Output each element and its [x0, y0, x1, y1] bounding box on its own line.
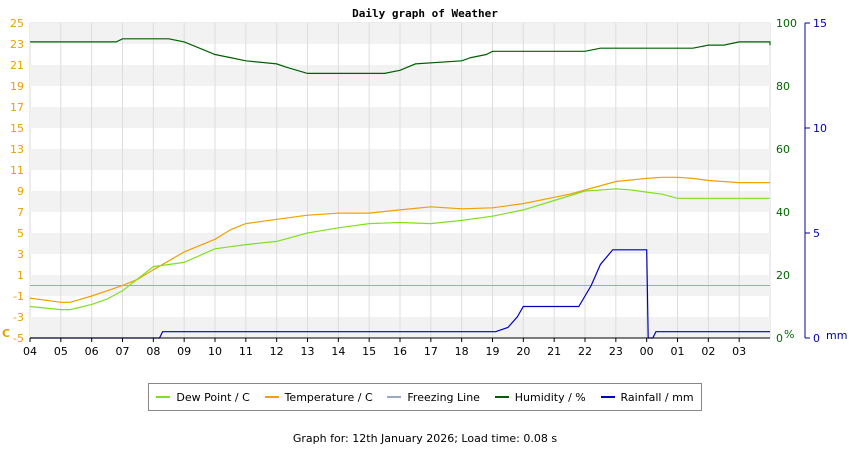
legend-label: Dew Point / C [176, 390, 250, 404]
x-tick-label: 19 [486, 345, 500, 358]
x-tick-label: 10 [208, 345, 222, 358]
y-tick-label-temp: 13 [10, 143, 24, 156]
legend-swatch [600, 396, 615, 398]
y-tick-label-temp: 11 [10, 164, 24, 177]
series-line-temperature-c [29, 176, 770, 303]
y-tick-label-humidity: 0 [776, 332, 783, 345]
y-tick-label-temp: -5 [13, 332, 24, 345]
chart-title: Daily graph of Weather [352, 7, 498, 20]
y-tick-label-rain: 5 [813, 227, 820, 240]
y-tick-label-humidity: 20 [776, 269, 790, 282]
x-tick-label: 01 [671, 345, 685, 358]
legend-item-temperature: Temperature / C [264, 390, 373, 404]
series-line-dew-point-c [29, 188, 770, 311]
legend-label: Humidity / % [514, 390, 586, 404]
series-line-humidity [30, 38, 771, 74]
x-tick-label: 03 [732, 345, 746, 358]
x-tick-label: 13 [301, 345, 315, 358]
y-tick-label-rain: 0 [813, 332, 820, 345]
legend-swatch [156, 396, 171, 398]
y-tick-label-temp: 19 [10, 80, 24, 93]
y-tick-label-humidity: 60 [776, 143, 790, 156]
y-tick-label-temp: 7 [17, 206, 24, 219]
legend-swatch [494, 396, 509, 398]
y-tick-label-temp: -3 [13, 311, 24, 324]
y-tick-label-temp: 5 [17, 227, 24, 240]
y-tick-label-temp: 23 [10, 38, 24, 51]
y-tick-label-humidity: 100 [776, 17, 797, 30]
legend-item-dew-point: Dew Point / C [156, 390, 250, 404]
x-tick-label: 04 [23, 345, 37, 358]
x-tick-label: 22 [578, 345, 592, 358]
y-tick-label-temp: 21 [10, 59, 24, 72]
legend-label: Rainfall / mm [620, 390, 694, 404]
y-tick-label-temp: 3 [17, 248, 24, 261]
x-tick-label: 08 [146, 345, 160, 358]
y-tick-label-temp: 1 [17, 269, 24, 282]
x-tick-label: 07 [116, 345, 130, 358]
axes: 04 05 06 07 08 09 10 11 12 13 14 15 16 17 18 19 20 21 22 23… [10, 17, 827, 358]
y-tick-label-rain: 10 [813, 122, 827, 135]
legend-item-freezing-line: Freezing Line [387, 391, 480, 404]
x-tick-label: 16 [393, 345, 407, 358]
legend-item-humidity: Humidity / % [494, 390, 586, 404]
x-tick-label: 05 [54, 345, 68, 358]
x-tick-label: 06 [85, 345, 99, 358]
x-tick-label: 20 [516, 345, 530, 358]
legend-swatch [264, 396, 279, 398]
y-tick-label-humidity: 40 [776, 206, 790, 219]
x-tick-label: 18 [455, 345, 469, 358]
x-tick-label: 09 [177, 345, 191, 358]
x-tick-label: 00 [640, 345, 654, 358]
y-tick-label-humidity: 80 [776, 80, 790, 93]
legend: Dew Point / C Temperature / C Freezing L… [148, 383, 702, 411]
x-tick-label: 21 [547, 345, 561, 358]
legend-swatch [387, 396, 402, 398]
rain-unit-label: mm [826, 329, 847, 342]
y-tick-label-temp: -1 [13, 290, 24, 303]
y-tick-label-temp: 15 [10, 122, 24, 135]
y-tick-label-temp: 17 [10, 101, 24, 114]
series-lines [29, 38, 771, 339]
x-tick-label: 02 [701, 345, 715, 358]
legend-item-rainfall: Rainfall / mm [600, 390, 694, 404]
y-tick-label-temp: 25 [10, 17, 24, 30]
y-tick-label-rain: 15 [813, 17, 827, 30]
y-tick-label-temp: 9 [17, 185, 24, 198]
legend-label: Temperature / C [284, 390, 373, 404]
footer-text: Graph for: 12th January 2026; Load time:… [292, 432, 558, 445]
x-tick-label: 23 [609, 345, 623, 358]
x-tick-label: 11 [239, 345, 253, 358]
x-tick-label: 15 [362, 345, 376, 358]
x-tick-label: 14 [331, 345, 345, 358]
temp-unit-label: C [2, 327, 10, 340]
humidity-unit-label: % [784, 328, 794, 341]
legend-label: Freezing Line [407, 390, 480, 404]
x-tick-label: 17 [424, 345, 438, 358]
x-tick-label: 12 [270, 345, 284, 358]
